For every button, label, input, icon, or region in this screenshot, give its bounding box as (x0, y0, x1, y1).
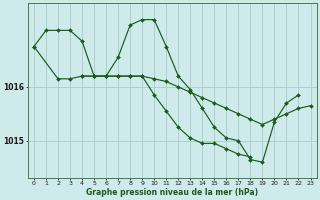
X-axis label: Graphe pression niveau de la mer (hPa): Graphe pression niveau de la mer (hPa) (86, 188, 258, 197)
